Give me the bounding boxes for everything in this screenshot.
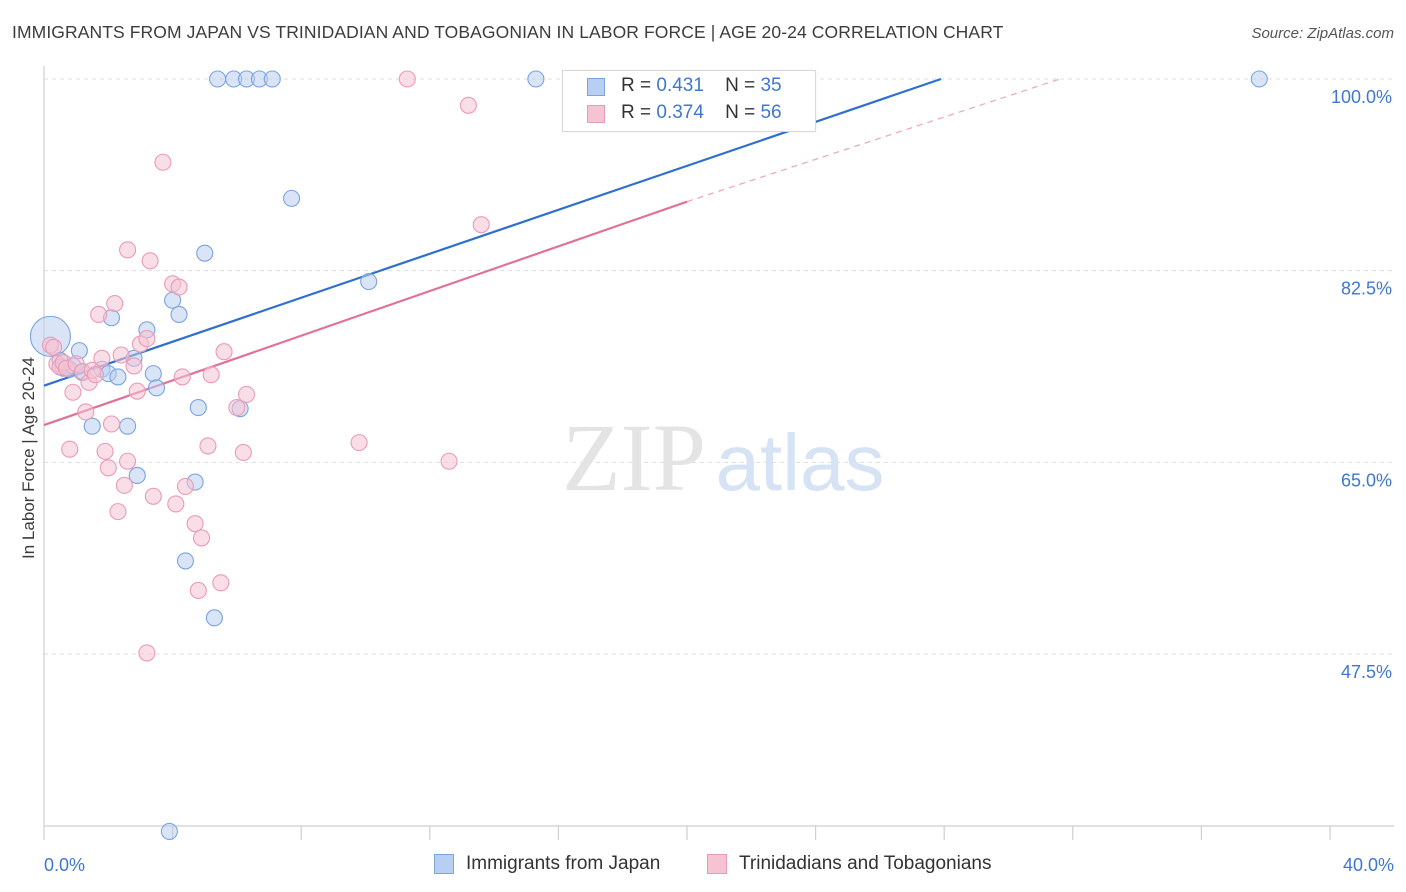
legend-n-label: N = [725, 102, 756, 123]
data-point [99, 459, 117, 477]
legend-r-value: 0.431 [656, 75, 704, 96]
data-point [189, 399, 207, 417]
watermark-atlas: atlas [716, 418, 885, 507]
data-point [170, 278, 188, 296]
data-point [109, 503, 127, 521]
data-point [189, 581, 207, 600]
y-axis-label: In Labor Force | Age 20-24 [19, 357, 38, 559]
legend-swatch-japan [434, 854, 454, 874]
legend-label-japan: Immigrants from Japan [466, 853, 661, 874]
data-point [350, 434, 368, 452]
data-point [196, 244, 214, 262]
source-label: Source: ZipAtlas.com [1251, 25, 1394, 42]
watermark: ZIP atlas [562, 404, 884, 511]
data-point [192, 529, 211, 547]
data-point [205, 609, 223, 627]
data-point [141, 252, 159, 270]
data-point [96, 442, 114, 460]
y-tick-label: 100.0% [1331, 87, 1392, 107]
data-point [138, 330, 156, 348]
chart-title: IMMIGRANTS FROM JAPAN VS TRINIDADIAN AND… [12, 22, 1004, 42]
grid-lines [44, 78, 1394, 655]
axes [43, 66, 1394, 840]
data-point [1250, 70, 1268, 88]
data-point [119, 417, 137, 435]
x-tick-label: 0.0% [44, 855, 85, 875]
data-point [199, 437, 217, 455]
tick-labels: 100.0% 82.5% 65.0% 47.5% 0.0% 40.0% [44, 87, 1394, 875]
data-point [61, 440, 79, 458]
data-point [102, 415, 121, 433]
data-point [209, 70, 227, 88]
data-point [176, 477, 195, 495]
y-tick-label: 65.0% [1341, 470, 1392, 490]
y-tick-label: 47.5% [1341, 662, 1392, 682]
data-point [154, 153, 172, 171]
data-point [398, 70, 416, 88]
data-point [459, 96, 477, 114]
legend-swatch-pink [587, 105, 605, 123]
legend-swatch-trinidad [707, 854, 727, 874]
data-point [109, 368, 127, 386]
watermark-zip: ZIP [562, 404, 706, 511]
data-point [144, 365, 162, 383]
data-point [228, 399, 246, 417]
legend-swatch-blue [587, 78, 605, 96]
data-point [472, 216, 490, 234]
data-point [212, 574, 230, 592]
legend-r-label: R = [621, 102, 652, 123]
data-point [64, 383, 82, 401]
data-point [112, 346, 130, 364]
data-point [176, 552, 195, 570]
data-point [119, 241, 137, 259]
data-point [45, 338, 63, 356]
data-point [237, 385, 256, 403]
data-points [29, 70, 1268, 840]
legend-r-value: 0.374 [656, 102, 704, 123]
data-point [527, 70, 545, 88]
data-point [173, 368, 191, 386]
data-point [77, 403, 95, 421]
data-point [167, 495, 185, 513]
legend-n-label: N = [725, 75, 756, 96]
y-tick-label: 82.5% [1341, 279, 1392, 299]
data-point [144, 487, 162, 505]
data-point [138, 644, 156, 662]
data-point [440, 452, 458, 470]
data-point [360, 273, 378, 291]
legend-label-trinidad: Trinidadians and Tobagonians [739, 853, 992, 874]
legend-r-label: R = [621, 75, 652, 96]
data-point [128, 466, 146, 485]
data-point [186, 515, 204, 533]
data-point [115, 476, 133, 494]
data-point [86, 366, 104, 384]
data-point [147, 379, 166, 397]
legend-n-value: 35 [760, 75, 782, 96]
data-point [160, 822, 178, 840]
legend-n-value: 56 [760, 102, 782, 123]
data-point [202, 366, 220, 384]
data-point [170, 305, 188, 324]
x-tick-label: 40.0% [1343, 855, 1394, 875]
data-point [128, 382, 146, 400]
data-point [90, 305, 108, 324]
data-point [93, 349, 111, 367]
data-point [119, 452, 137, 470]
correlation-legend: R = 0.431 N = 35 R = 0.374 N = 56 [562, 70, 816, 132]
data-point [125, 357, 143, 375]
data-point [106, 294, 124, 313]
data-point [83, 417, 101, 435]
data-point [234, 443, 252, 462]
data-point [215, 343, 233, 361]
data-point [263, 70, 281, 88]
data-point [283, 189, 301, 207]
